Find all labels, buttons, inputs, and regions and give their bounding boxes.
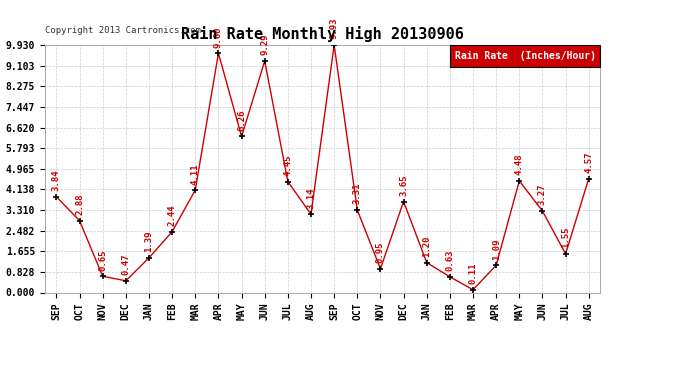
Bar xyxy=(451,45,600,67)
Text: 0.11: 0.11 xyxy=(469,263,477,284)
Text: 6.26: 6.26 xyxy=(237,110,246,131)
Text: 9.93: 9.93 xyxy=(330,18,339,39)
Text: 3.65: 3.65 xyxy=(399,174,408,196)
Text: 1.55: 1.55 xyxy=(561,227,570,248)
Text: 4.48: 4.48 xyxy=(515,154,524,175)
Text: 0.47: 0.47 xyxy=(121,254,130,275)
Text: 3.14: 3.14 xyxy=(306,187,315,209)
Text: 4.45: 4.45 xyxy=(284,154,293,176)
Text: 2.88: 2.88 xyxy=(75,194,84,215)
Text: 1.20: 1.20 xyxy=(422,236,431,257)
Text: 0.63: 0.63 xyxy=(445,250,455,271)
Text: 2.44: 2.44 xyxy=(168,205,177,226)
Text: 0.95: 0.95 xyxy=(376,242,385,263)
Text: 9.60: 9.60 xyxy=(214,26,223,48)
Text: 9.29: 9.29 xyxy=(260,34,269,56)
Text: 4.11: 4.11 xyxy=(190,163,200,184)
Text: 3.84: 3.84 xyxy=(52,170,61,191)
Text: 0.65: 0.65 xyxy=(98,249,107,271)
Text: Rain Rate  (Inches/Hour): Rain Rate (Inches/Hour) xyxy=(455,51,595,61)
Text: 4.57: 4.57 xyxy=(584,152,593,173)
Text: 1.09: 1.09 xyxy=(492,238,501,260)
Text: 1.39: 1.39 xyxy=(144,231,153,252)
Text: 3.31: 3.31 xyxy=(353,183,362,204)
Text: 3.27: 3.27 xyxy=(538,184,547,206)
Text: Copyright 2013 Cartronics.com: Copyright 2013 Cartronics.com xyxy=(45,26,201,35)
Title: Rain Rate Monthly High 20130906: Rain Rate Monthly High 20130906 xyxy=(181,27,464,42)
